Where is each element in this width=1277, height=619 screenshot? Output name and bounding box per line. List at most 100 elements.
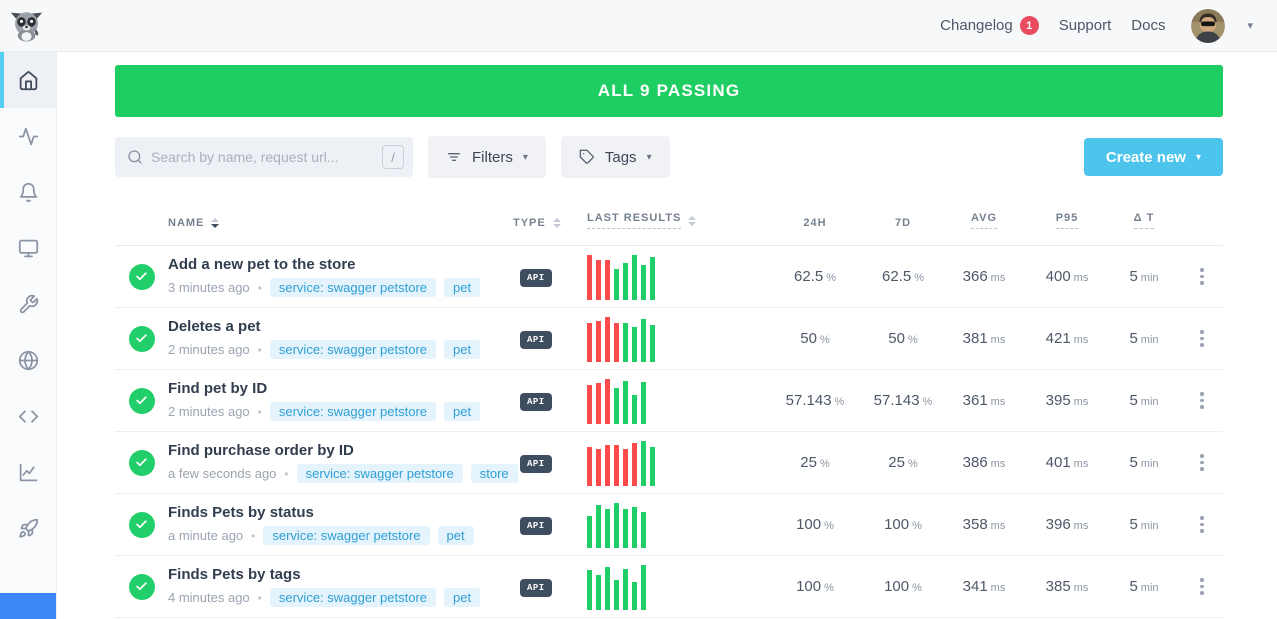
result-bar-passed	[623, 322, 628, 362]
check-name[interactable]: Deletes a pet	[168, 317, 261, 335]
check-name[interactable]: Add a new pet to the store	[168, 255, 356, 273]
status-banner[interactable]: ALL 9 PASSING	[115, 65, 1223, 117]
result-bar-passed	[596, 574, 601, 610]
row-menu-kebab-icon[interactable]	[1194, 448, 1210, 477]
last-run-time: 2 minutes ago	[168, 404, 250, 420]
tag[interactable]: pet	[444, 402, 481, 422]
sidebar-footer-chat-bubble[interactable]	[0, 593, 56, 619]
tag[interactable]: service: swagger petstore	[263, 526, 430, 546]
sidebar-item-bell[interactable]	[0, 164, 56, 220]
p95-response-time: 385 ms	[1045, 577, 1089, 595]
check-interval: 5 min	[1129, 577, 1159, 595]
bullet-separator: •	[257, 404, 262, 419]
account-chevron-down-icon[interactable]: ▾	[1247, 20, 1253, 32]
row-menu-kebab-icon[interactable]	[1194, 510, 1210, 539]
tags-label: Tags	[604, 148, 637, 166]
tag[interactable]: pet	[444, 588, 481, 608]
sidebar-item-wrench[interactable]	[0, 276, 56, 332]
last-run-time: 4 minutes ago	[168, 590, 250, 606]
table-row[interactable]: Add a new pet to the store 3 minutes ago…	[115, 246, 1223, 308]
check-meta: 2 minutes ago • service: swagger petstor…	[168, 402, 513, 422]
avg-response-time: 386 ms	[962, 453, 1006, 471]
result-bar-passed	[650, 257, 655, 300]
top-navigation: Changelog 1 Support Docs ▾	[940, 8, 1253, 43]
success-7d: 57.143%	[873, 391, 933, 409]
avg-response-time: 341 ms	[962, 577, 1006, 595]
row-menu-kebab-icon[interactable]	[1194, 572, 1210, 601]
check-name[interactable]: Finds Pets by status	[168, 503, 314, 521]
check-passing-icon	[128, 511, 155, 538]
column-header-last-results[interactable]: LAST RESULTS	[579, 212, 765, 229]
result-bar-passed	[650, 324, 655, 362]
filters-button[interactable]: Filters ▾	[428, 136, 546, 178]
column-header-type[interactable]: TYPE	[513, 217, 579, 229]
success-24h: 57.143%	[785, 391, 845, 409]
check-name[interactable]: Finds Pets by tags	[168, 565, 301, 583]
tag[interactable]: pet	[437, 526, 474, 546]
row-menu-kebab-icon[interactable]	[1194, 386, 1210, 415]
app-logo-raccoon-icon[interactable]	[10, 7, 46, 45]
sidebar-item-globe[interactable]	[0, 332, 56, 388]
last-results-bar-chart	[579, 502, 765, 548]
activity-icon	[18, 126, 39, 147]
table-row[interactable]: Deletes a pet 2 minutes ago • service: s…	[115, 308, 1223, 370]
result-bar-failed	[587, 322, 592, 362]
last-run-time: a few seconds ago	[168, 466, 277, 482]
table-header: NAME TYPE LAST RESULTS 24H 7D AVG P95 Δ …	[115, 178, 1223, 246]
tag[interactable]: service: swagger petstore	[269, 340, 436, 360]
tag[interactable]: service: swagger petstore	[269, 402, 436, 422]
check-meta: 2 minutes ago • service: swagger petstor…	[168, 340, 513, 360]
docs-link[interactable]: Docs	[1131, 17, 1166, 34]
wrench-icon	[18, 294, 39, 315]
last-run-time: 3 minutes ago	[168, 280, 250, 296]
sidebar-item-monitor[interactable]	[0, 220, 56, 276]
sidebar-item-home[interactable]	[0, 52, 56, 108]
column-header-24h: 24H	[803, 217, 827, 229]
result-bar-passed	[614, 502, 619, 548]
tag[interactable]: service: swagger petstore	[269, 588, 436, 608]
result-bar-failed	[596, 383, 601, 424]
check-name-cell: Add a new pet to the store 3 minutes ago…	[168, 256, 513, 298]
check-passing-icon	[128, 387, 155, 414]
sort-icon	[688, 215, 697, 226]
sidebar-item-activity[interactable]	[0, 108, 56, 164]
table-row[interactable]: Find pet by ID 2 minutes ago • service: …	[115, 370, 1223, 432]
check-name[interactable]: Find pet by ID	[168, 379, 268, 397]
row-menu-kebab-icon[interactable]	[1194, 324, 1210, 353]
result-bar-passed	[641, 511, 646, 548]
result-bar-passed	[650, 446, 655, 486]
tag[interactable]: pet	[444, 278, 481, 298]
column-header-name[interactable]: NAME	[168, 217, 513, 229]
check-name[interactable]: Find purchase order by ID	[168, 441, 354, 459]
tag[interactable]: store	[470, 464, 518, 484]
result-bar-passed	[641, 440, 646, 486]
search-input[interactable]	[143, 149, 382, 165]
user-avatar[interactable]	[1191, 8, 1226, 43]
sidebar-item-chart[interactable]	[0, 444, 56, 500]
success-7d: 100%	[884, 515, 922, 533]
last-results-bar-chart	[579, 440, 765, 486]
bullet-separator: •	[257, 342, 262, 357]
sidebar-item-code[interactable]	[0, 388, 56, 444]
support-link[interactable]: Support	[1058, 17, 1112, 34]
tags-button[interactable]: Tags ▾	[560, 136, 670, 178]
monitor-icon	[18, 238, 39, 259]
tag[interactable]: pet	[444, 340, 481, 360]
result-bar-failed	[596, 448, 601, 486]
table-row[interactable]: Finds Pets by status a minute ago • serv…	[115, 494, 1223, 556]
sidebar-item-rocket[interactable]	[0, 500, 56, 556]
create-new-button[interactable]: Create new ▾	[1083, 138, 1223, 176]
table-row[interactable]: Finds Pets by tags 4 minutes ago • servi…	[115, 556, 1223, 618]
result-bar-passed	[632, 327, 637, 362]
check-interval: 5 min	[1129, 267, 1159, 285]
table-row[interactable]: Find purchase order by ID a few seconds …	[115, 432, 1223, 494]
avg-response-time: 358 ms	[962, 515, 1006, 533]
column-header-p95: P95	[1027, 212, 1107, 229]
type-badge: API	[520, 578, 552, 597]
row-menu-kebab-icon[interactable]	[1194, 262, 1210, 291]
tag[interactable]: service: swagger petstore	[269, 278, 436, 298]
result-bar-failed	[587, 384, 592, 424]
result-bar-failed	[596, 321, 601, 362]
tag[interactable]: service: swagger petstore	[296, 464, 463, 484]
changelog-link[interactable]: Changelog 1	[940, 16, 1039, 35]
